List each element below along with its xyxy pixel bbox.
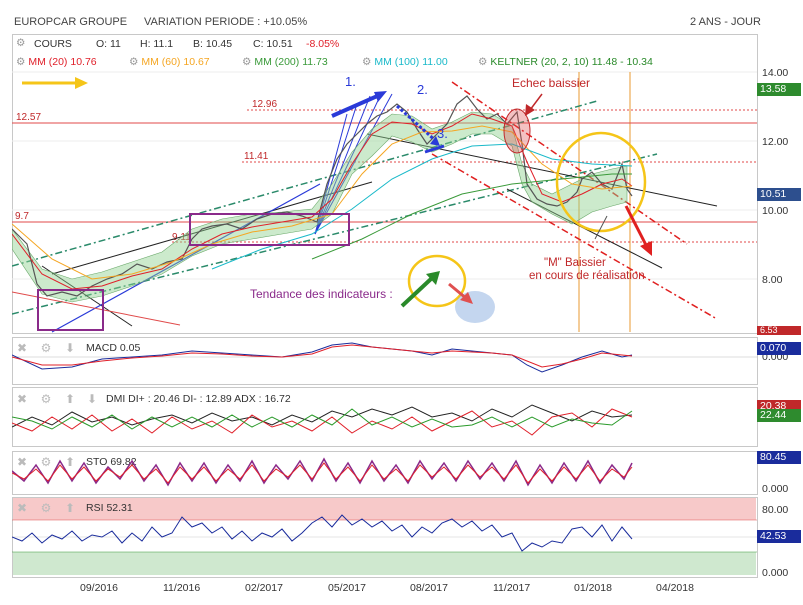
quote-open: O: 11 <box>96 38 121 50</box>
rsi-axis-top: 80.00 <box>762 504 789 516</box>
rsi-overbought-zone <box>13 498 756 520</box>
quote-label: COURS <box>34 38 72 50</box>
legend-mm20[interactable]: ⚙ MM (20) 10.76 <box>16 56 97 68</box>
gear-icon[interactable]: ⚙ <box>40 455 52 469</box>
gear-icon[interactable]: ⚙ <box>40 501 52 515</box>
date-label: 08/2017 <box>410 582 448 594</box>
rsi-label: RSI 52.31 <box>86 502 133 514</box>
arrow-down-icon[interactable]: ⬇ <box>64 341 76 355</box>
close-icon[interactable]: ✖ <box>16 501 28 515</box>
period-text[interactable]: 2 ANS - JOUR <box>690 16 761 28</box>
price-axis-label: 12.00 <box>762 136 789 148</box>
price-chart: 12.57 12.96 11.41 9.7 9.11 <box>12 71 757 333</box>
echec-baissier-text: Echec baissier <box>512 76 590 90</box>
m-baissier-text: "M" Baissier <box>544 257 606 269</box>
legend-keltner-label: KELTNER (20, 2, 10) <box>490 56 589 68</box>
legend-mm100-label: MM (100) <box>374 56 420 68</box>
legend-keltner-value: 11.48 - 10.34 <box>591 56 653 68</box>
level-1257-text: 12.57 <box>16 112 41 123</box>
date-label: 01/2018 <box>574 582 612 594</box>
close-icon[interactable]: ✖ <box>16 341 28 355</box>
rsi-oversold-zone <box>13 552 756 575</box>
date-label: 09/2016 <box>80 582 118 594</box>
legend-mm200-value: 11.73 <box>302 56 328 68</box>
legend-mm200-label: MM (200) <box>254 56 300 68</box>
level-1141-text: 11.41 <box>244 151 269 162</box>
arrow-up-icon[interactable]: ⬆ <box>64 455 76 469</box>
price-tag-low: 6.53 <box>757 326 801 335</box>
level-1296-text: 12.96 <box>252 99 277 110</box>
dmi-panel <box>12 387 758 447</box>
legend-mm20-value: 10.76 <box>70 56 97 68</box>
legend-mm100[interactable]: ⚙ MM (100) 11.00 <box>362 56 448 68</box>
variation-text: VARIATION PERIODE : +10.05% <box>144 16 308 28</box>
date-label: 02/2017 <box>245 582 283 594</box>
m-pattern-circle <box>555 131 647 233</box>
echec-ellipse <box>503 108 531 154</box>
date-label: 11/2017 <box>493 582 531 594</box>
macd-tag: 0.070 <box>757 342 801 355</box>
range-box <box>189 213 350 246</box>
legend-mm20-label: MM (20) <box>28 56 68 68</box>
sto-chart <box>12 457 633 487</box>
dmi-chart <box>12 404 633 436</box>
quote-high: H: 11.1 <box>140 38 174 50</box>
right-arrow-icon <box>22 77 88 89</box>
dmi-label: DMI DI+ : 20.46 DI- : 12.89 ADX : 16.72 <box>106 393 291 405</box>
date-label: 11/2016 <box>163 582 201 594</box>
instrument-title: EUROPCAR GROUPE <box>14 16 128 28</box>
gear-icon[interactable]: ⚙ <box>40 392 52 406</box>
price-tag-close: 10.51 <box>757 188 801 201</box>
level-97-text: 9.7 <box>15 211 29 222</box>
price-axis-label: 10.00 <box>762 205 789 217</box>
arrow-down-icon[interactable]: ⬇ <box>86 392 98 406</box>
legend-keltner[interactable]: ⚙ KELTNER (20, 2, 10) 11.48 - 10.34 <box>478 56 653 68</box>
price-axis-label: 8.00 <box>762 274 783 286</box>
macd-chart <box>12 342 757 373</box>
arrow-up-icon[interactable]: ⬆ <box>64 501 76 515</box>
quote-close: C: 10.51 <box>253 38 293 50</box>
date-label: 05/2017 <box>328 582 366 594</box>
legend-mm60-value: 10.67 <box>183 56 210 68</box>
close-icon[interactable]: ✖ <box>16 392 28 406</box>
wave-1-label: 1. <box>345 74 356 89</box>
macd-panel <box>12 337 758 385</box>
tendance-text: Tendance des indicateurs : <box>250 287 393 301</box>
quote-low: B: 10.45 <box>193 38 233 50</box>
gear-icon[interactable]: ⚙ <box>40 341 52 355</box>
quote-change: -8.05% <box>306 38 340 50</box>
range-box <box>37 289 104 331</box>
settings-icon[interactable]: ⚙ <box>16 37 26 49</box>
legend-mm60[interactable]: ⚙ MM (60) 10.67 <box>129 56 210 68</box>
m-baissier-sub-text: en cours de réalisation <box>529 270 645 282</box>
wave-2-label: 2. <box>417 82 428 97</box>
level-911-text: 9.11 <box>172 232 191 243</box>
legend-mm200[interactable]: ⚙ MM (200) 11.73 <box>242 56 328 68</box>
date-label: 04/2018 <box>656 582 694 594</box>
rsi-chart <box>12 514 757 553</box>
dmi-tag-2: 22.44 <box>757 409 801 422</box>
tendance-yellow-circle <box>407 254 467 308</box>
sto-tag: 80.45 <box>757 451 801 464</box>
price-tag-keltner: 13.58 <box>757 83 801 96</box>
rsi-axis-bottom: 0.000 <box>762 567 789 579</box>
macd-label: MACD 0.05 <box>86 342 141 354</box>
sto-panel <box>12 451 758 495</box>
price-axis-label: 14.00 <box>762 67 789 79</box>
legend-mm100-value: 11.00 <box>422 56 448 68</box>
arrow-up-icon[interactable]: ⬆ <box>64 392 76 406</box>
wave-3-label: 3. <box>437 126 448 141</box>
close-icon[interactable]: ✖ <box>16 455 28 469</box>
sto-axis-label: 0.000 <box>762 483 789 495</box>
legend-mm60-label: MM (60) <box>141 56 181 68</box>
rsi-tag: 42.53 <box>757 530 801 543</box>
